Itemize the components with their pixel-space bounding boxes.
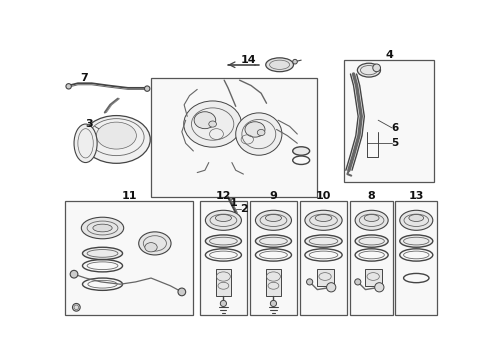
Bar	[366, 269, 382, 286]
Text: 7: 7	[80, 73, 88, 83]
Text: 9: 9	[270, 191, 277, 201]
Ellipse shape	[236, 113, 282, 155]
Ellipse shape	[205, 210, 242, 230]
Text: 10: 10	[316, 191, 331, 201]
Ellipse shape	[409, 215, 424, 221]
Ellipse shape	[82, 247, 122, 260]
Text: 14: 14	[241, 55, 257, 65]
Ellipse shape	[139, 232, 171, 255]
Text: 8: 8	[368, 191, 375, 201]
Circle shape	[178, 288, 186, 296]
Bar	[266, 269, 281, 296]
Text: 11: 11	[122, 191, 137, 201]
Bar	[200, 201, 246, 315]
Text: 4: 4	[385, 50, 393, 60]
Circle shape	[70, 270, 78, 278]
Ellipse shape	[97, 122, 136, 149]
Text: 1: 1	[230, 198, 238, 208]
Circle shape	[66, 84, 72, 89]
Text: 6: 6	[392, 123, 399, 133]
Text: 2: 2	[240, 204, 248, 214]
Ellipse shape	[364, 215, 379, 221]
Text: 5: 5	[392, 138, 399, 148]
Circle shape	[293, 59, 297, 64]
Circle shape	[73, 303, 80, 311]
Bar	[250, 201, 296, 315]
Ellipse shape	[81, 217, 123, 239]
Circle shape	[270, 300, 276, 306]
Bar	[300, 201, 347, 315]
Ellipse shape	[266, 215, 282, 221]
Ellipse shape	[74, 124, 97, 163]
Circle shape	[307, 279, 313, 285]
Circle shape	[373, 64, 381, 72]
Ellipse shape	[266, 58, 294, 72]
Ellipse shape	[255, 210, 292, 230]
Circle shape	[326, 283, 336, 292]
Ellipse shape	[305, 210, 342, 230]
Circle shape	[375, 283, 384, 292]
Bar	[318, 269, 334, 286]
Ellipse shape	[400, 210, 433, 230]
Bar	[216, 269, 231, 296]
Ellipse shape	[257, 130, 265, 136]
Ellipse shape	[355, 210, 388, 230]
Ellipse shape	[145, 243, 157, 252]
Ellipse shape	[209, 121, 217, 127]
Ellipse shape	[255, 235, 292, 247]
Ellipse shape	[93, 224, 112, 232]
Text: 3: 3	[86, 119, 93, 129]
Ellipse shape	[194, 112, 216, 129]
Bar	[151, 78, 317, 197]
Text: 12: 12	[216, 191, 231, 201]
Ellipse shape	[355, 235, 388, 247]
Text: 13: 13	[409, 191, 424, 201]
Circle shape	[145, 86, 150, 91]
Ellipse shape	[293, 147, 310, 155]
Ellipse shape	[305, 235, 342, 247]
Bar	[65, 201, 194, 315]
Circle shape	[220, 300, 226, 306]
Ellipse shape	[205, 235, 242, 247]
Ellipse shape	[215, 215, 231, 221]
Ellipse shape	[82, 116, 150, 163]
Ellipse shape	[245, 122, 265, 137]
Ellipse shape	[357, 63, 381, 77]
Ellipse shape	[315, 215, 332, 221]
Bar	[343, 60, 435, 182]
Bar	[395, 201, 438, 315]
Circle shape	[355, 279, 361, 285]
Ellipse shape	[184, 101, 242, 147]
Bar	[350, 201, 393, 315]
Ellipse shape	[400, 235, 433, 247]
